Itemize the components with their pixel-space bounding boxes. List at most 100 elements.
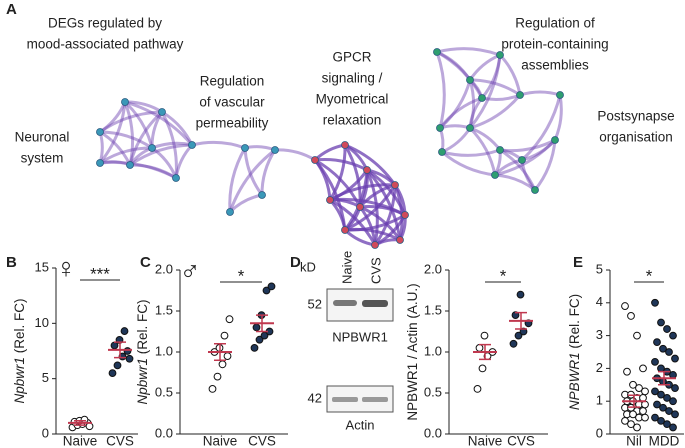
error-bar (515, 311, 527, 330)
data-point (671, 354, 679, 363)
data-point (669, 397, 677, 406)
network-edge (520, 94, 562, 162)
data-point (663, 420, 671, 429)
network-node (271, 146, 279, 154)
y-tick-label: 5 (596, 261, 603, 276)
data-point (621, 416, 629, 425)
data-point (208, 385, 217, 393)
sex-symbol: ♀ (56, 252, 77, 283)
network-node (96, 128, 104, 136)
panel-letter: C (140, 254, 151, 271)
data-point (663, 394, 671, 402)
y-tick-label: 10 (35, 315, 49, 330)
network-node (148, 144, 156, 152)
network-edge (174, 143, 194, 179)
network-edge (99, 146, 153, 165)
panel-letter: E (573, 254, 583, 271)
network-edge (274, 148, 316, 162)
data-point (641, 413, 649, 422)
network-edge (468, 126, 497, 176)
network-node (326, 196, 334, 204)
blot-kd: 42 (308, 390, 322, 405)
blot-band-name: Actin (346, 417, 375, 432)
network-node (188, 141, 196, 149)
y-axis-label-unit: (Rel. FC) (12, 298, 27, 353)
network-label: of vascular (199, 95, 265, 110)
error-bar (74, 419, 86, 426)
y-tick-label: 1.5 (424, 302, 442, 317)
data-point (123, 347, 132, 355)
network-node (341, 226, 349, 234)
network-label: organisation (599, 130, 673, 145)
network-label: DEGs regulated by (48, 16, 162, 31)
panel-letter: B (6, 254, 17, 271)
significance: * (646, 266, 653, 285)
network-edge (436, 50, 484, 99)
network-label: Postsynapse (597, 109, 674, 124)
network-edge (436, 47, 501, 57)
network-edge (499, 138, 556, 153)
network-edge (228, 148, 276, 213)
y-tick-label: 3 (596, 327, 603, 342)
data-point (511, 311, 520, 320)
error-bar (114, 341, 126, 359)
network-edge (99, 130, 153, 150)
network-edge (468, 54, 502, 129)
network-edge (128, 110, 164, 166)
network-label: Regulation (200, 74, 265, 89)
y-tick-label: 2.0 (424, 261, 442, 276)
panel-letter: D (290, 254, 301, 271)
data-point (657, 318, 665, 327)
y-tick-label: 0 (42, 425, 49, 440)
data-point (262, 286, 271, 295)
data-point (651, 413, 659, 422)
network-node (226, 208, 234, 216)
data-point (665, 348, 673, 356)
network-edge (329, 183, 396, 202)
data-point (478, 364, 487, 373)
network-node (158, 108, 166, 116)
data-point (623, 367, 631, 376)
data-point (218, 360, 227, 369)
y-tick-label: 5 (42, 370, 49, 385)
data-point (113, 361, 122, 370)
significance: *** (90, 264, 110, 283)
blot-lane: Naive (339, 251, 354, 284)
data-point (213, 372, 222, 381)
data-point (669, 423, 677, 432)
network-node (121, 98, 129, 106)
y-tick-label: 0.0 (155, 425, 173, 440)
network-edge (519, 90, 561, 97)
network-node (311, 156, 319, 164)
x-tick-label: Naive (63, 434, 98, 448)
network-edge (129, 143, 193, 167)
data-point (633, 331, 641, 340)
data-point (653, 400, 661, 409)
network-edge (98, 101, 127, 164)
error-bar (658, 370, 670, 386)
data-point (651, 357, 659, 366)
data-point (621, 302, 629, 310)
y-tick-label: 0 (596, 425, 603, 440)
network-node (363, 166, 371, 174)
data-point (665, 407, 673, 415)
y-tick-label: 1.0 (424, 343, 442, 358)
x-tick-label: Naive (203, 434, 238, 448)
network-node (391, 181, 399, 189)
data-point (475, 344, 484, 352)
sex-symbol: ♂ (180, 254, 201, 285)
blot-kd: 52 (308, 296, 322, 311)
network-node (341, 141, 349, 149)
y-tick-label: 1.5 (155, 302, 173, 317)
network-label: Regulation of (515, 16, 595, 31)
network-edge (553, 94, 563, 141)
data-point (659, 344, 667, 353)
network-edge (365, 168, 402, 241)
network-edge (313, 143, 346, 162)
network-node (126, 161, 134, 169)
network-label: permeability (196, 116, 269, 131)
data-point (250, 344, 259, 352)
network-edge (435, 51, 446, 129)
y-axis-label-gene: NPBWR1 (567, 352, 582, 410)
